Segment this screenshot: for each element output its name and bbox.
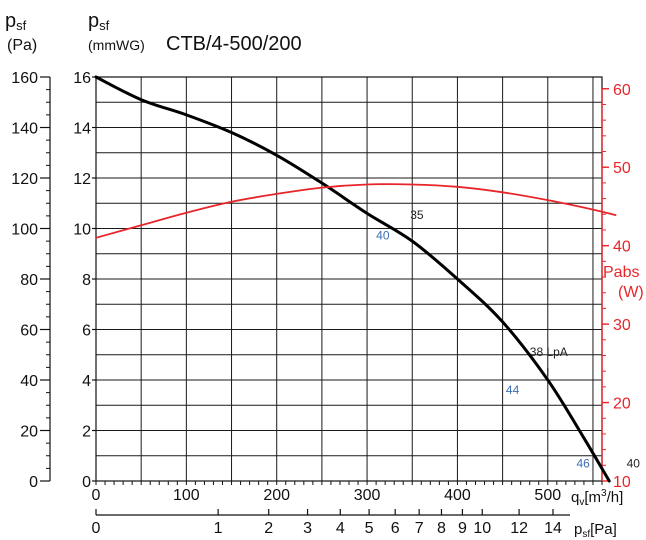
left-inner-tick-label: 16 [73, 70, 91, 87]
bottom-tick-label: 300 [354, 487, 381, 504]
left-inner-axis-unit: (mmWG) [88, 37, 145, 53]
left-outer-tick-label: 40 [20, 373, 38, 390]
bottom-secondary-tick-label: 2 [264, 520, 273, 537]
annotations: 35 40 38 LpA 44 46 40 [376, 208, 640, 470]
right-axis-tick-label: 50 [613, 160, 631, 177]
left-inner-tick-label: 0 [82, 474, 91, 491]
annotation-label: 40 [627, 456, 641, 470]
left-outer-tick-label: 0 [29, 474, 38, 491]
chart-title: CTB/4-500/200 [166, 33, 302, 55]
left-outer-axis-unit: (Pa) [7, 37, 37, 54]
bottom-secondary-tick-label: 5 [365, 520, 374, 537]
annotation-label: 38 LpA [530, 345, 568, 359]
series-lines [94, 75, 617, 483]
bottom-secondary-tick-label: 12 [510, 520, 528, 537]
left-inner-tick-label: 4 [82, 373, 91, 390]
bottom-tick-label: 500 [534, 487, 561, 504]
bottom-secondary-tick-label: 3 [303, 520, 312, 537]
left-outer-tick-label: 100 [11, 222, 38, 239]
grid [95, 76, 603, 482]
bottom-tick-label: 200 [263, 487, 290, 504]
bottom-tick-label: 0 [92, 487, 101, 504]
left-inner-tick-label: 14 [73, 121, 91, 138]
annotation-label: 44 [506, 383, 520, 397]
power-curve-line [95, 183, 617, 239]
annotation-label: 35 [410, 208, 424, 222]
bottom-secondary-tick-label: 6 [391, 520, 400, 537]
right-axis-tick-label: 40 [613, 239, 631, 256]
bottom-secondary-tick-label: 8 [437, 520, 446, 537]
right-axis-tick-label: 20 [613, 396, 631, 413]
bottom-tick-label: 400 [444, 487, 471, 504]
right-axis-tick-label: 30 [613, 317, 631, 334]
right-axis-tick-label: 10 [613, 474, 631, 491]
left-outer-tick-label: 120 [11, 171, 38, 188]
bottom-secondary-tick-label: 9 [458, 520, 467, 537]
left-outer-tick-label: 20 [20, 424, 38, 441]
bottom-secondary-axis-label: psf[Pa] [574, 521, 617, 540]
bottom-secondary-tick-label: 7 [415, 520, 424, 537]
bottom-axis-label: qv[m3/h] [571, 488, 623, 508]
right-axis-tick-label: 60 [613, 82, 631, 99]
bottom-secondary-tick-label: 10 [473, 520, 491, 537]
bottom-tick-label: 100 [173, 487, 200, 504]
pressure-curve-line [94, 75, 611, 483]
right-axis-unit: (W) [618, 284, 644, 301]
annotation-label: 46 [576, 456, 590, 470]
left-inner-tick-label: 12 [73, 171, 91, 188]
left-inner-tick-label: 8 [82, 272, 91, 289]
left-inner-axis-label: psf [88, 10, 110, 33]
left-inner-tick-label: 6 [82, 323, 91, 340]
bottom-secondary-tick-label: 0 [92, 520, 101, 537]
left-outer-tick-label: 60 [20, 323, 38, 340]
left-outer-tick-label: 140 [11, 121, 38, 138]
left-inner-tick-label: 2 [82, 424, 91, 441]
annotation-label: 40 [376, 229, 390, 243]
left-outer-tick-label: 160 [11, 70, 38, 87]
axis-ticks: 0204060801001201401600246810121416102030… [11, 70, 631, 537]
bottom-secondary-tick-label: 4 [336, 520, 345, 537]
left-outer-tick-label: 80 [20, 272, 38, 289]
left-outer-axis-label: psf [5, 10, 27, 33]
left-inner-tick-label: 10 [73, 222, 91, 239]
right-axis-label: Pabs [603, 264, 639, 281]
bottom-secondary-tick-label: 1 [214, 520, 223, 537]
bottom-secondary-tick-label: 14 [544, 520, 562, 537]
